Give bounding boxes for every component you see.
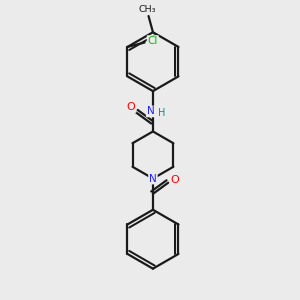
Text: N: N [149,174,157,184]
Text: Cl: Cl [148,36,158,46]
Text: O: O [170,175,179,185]
Text: H: H [158,108,166,118]
Text: CH₃: CH₃ [138,5,156,14]
Text: O: O [127,102,136,112]
Text: N: N [147,106,154,116]
